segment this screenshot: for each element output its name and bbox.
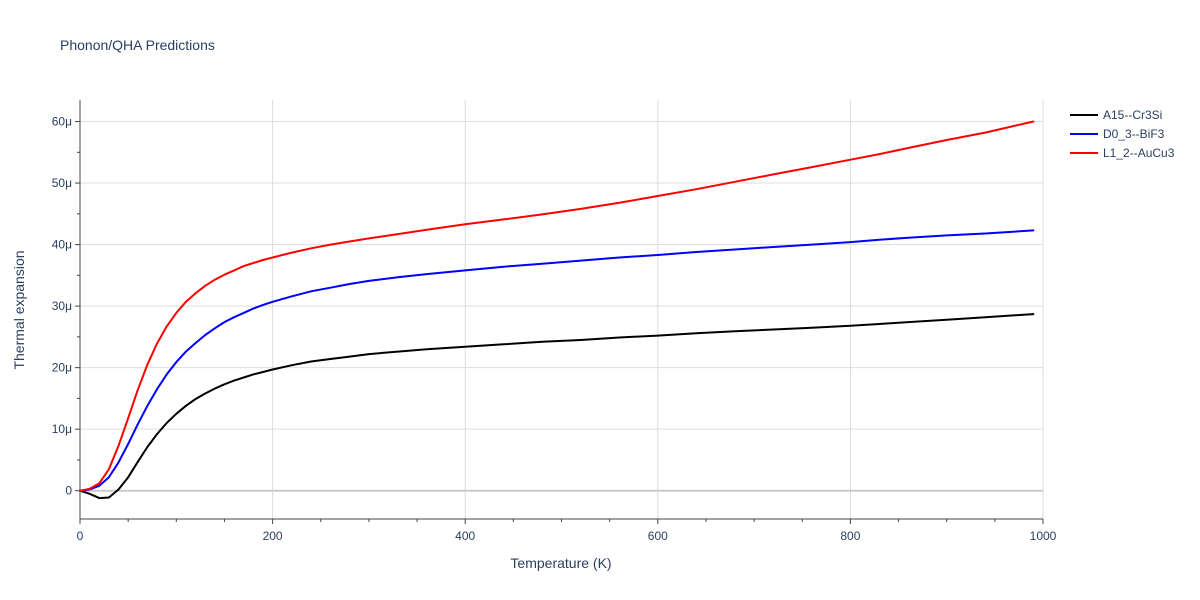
y-tick-label: 60μ (52, 115, 72, 129)
y-tick-label: 20μ (52, 361, 72, 375)
legend-label: D0_3--BiF3 (1103, 127, 1165, 141)
y-tick-label: 30μ (52, 299, 72, 313)
y-axis-title: Thermal expansion (11, 250, 27, 369)
series-line-0 (79, 313, 1035, 500)
series-line-1 (79, 229, 1035, 492)
x-tick-label: 800 (840, 529, 860, 543)
legend-item[interactable]: D0_3--BiF3 (1070, 127, 1165, 141)
legend-label: A15--Cr3Si (1103, 108, 1162, 122)
x-tick-label: 0 (77, 529, 84, 543)
series-lines (79, 120, 1035, 500)
x-tick-label: 1000 (1030, 529, 1057, 543)
series-line-2 (79, 120, 1035, 492)
legend-item[interactable]: A15--Cr3Si (1070, 108, 1162, 122)
x-axis-title: Temperature (K) (510, 555, 611, 571)
x-tick-label: 400 (455, 529, 475, 543)
y-tick-label: 40μ (52, 238, 72, 252)
legend: A15--Cr3Si D0_3--BiF3 L1_2--AuCu3 (1070, 108, 1175, 160)
x-tick-label: 200 (263, 529, 283, 543)
x-tick-label: 600 (648, 529, 668, 543)
legend-label: L1_2--AuCu3 (1103, 146, 1175, 160)
axes: 0 200 400 600 800 1000 0 10μ 20μ 30μ 40μ 50μ 60μ (52, 100, 1057, 543)
chart-title: Phonon/QHA Predictions (60, 37, 215, 53)
legend-item[interactable]: L1_2--AuCu3 (1070, 146, 1175, 160)
y-tick-label: 10μ (52, 422, 72, 436)
grid (80, 100, 1044, 519)
y-tick-label: 50μ (52, 176, 72, 190)
y-tick-label: 0 (65, 484, 72, 498)
